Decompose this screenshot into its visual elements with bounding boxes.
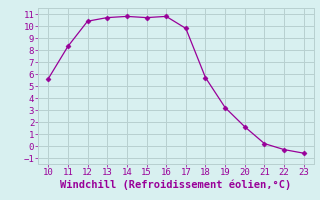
X-axis label: Windchill (Refroidissement éolien,°C): Windchill (Refroidissement éolien,°C) [60, 180, 292, 190]
